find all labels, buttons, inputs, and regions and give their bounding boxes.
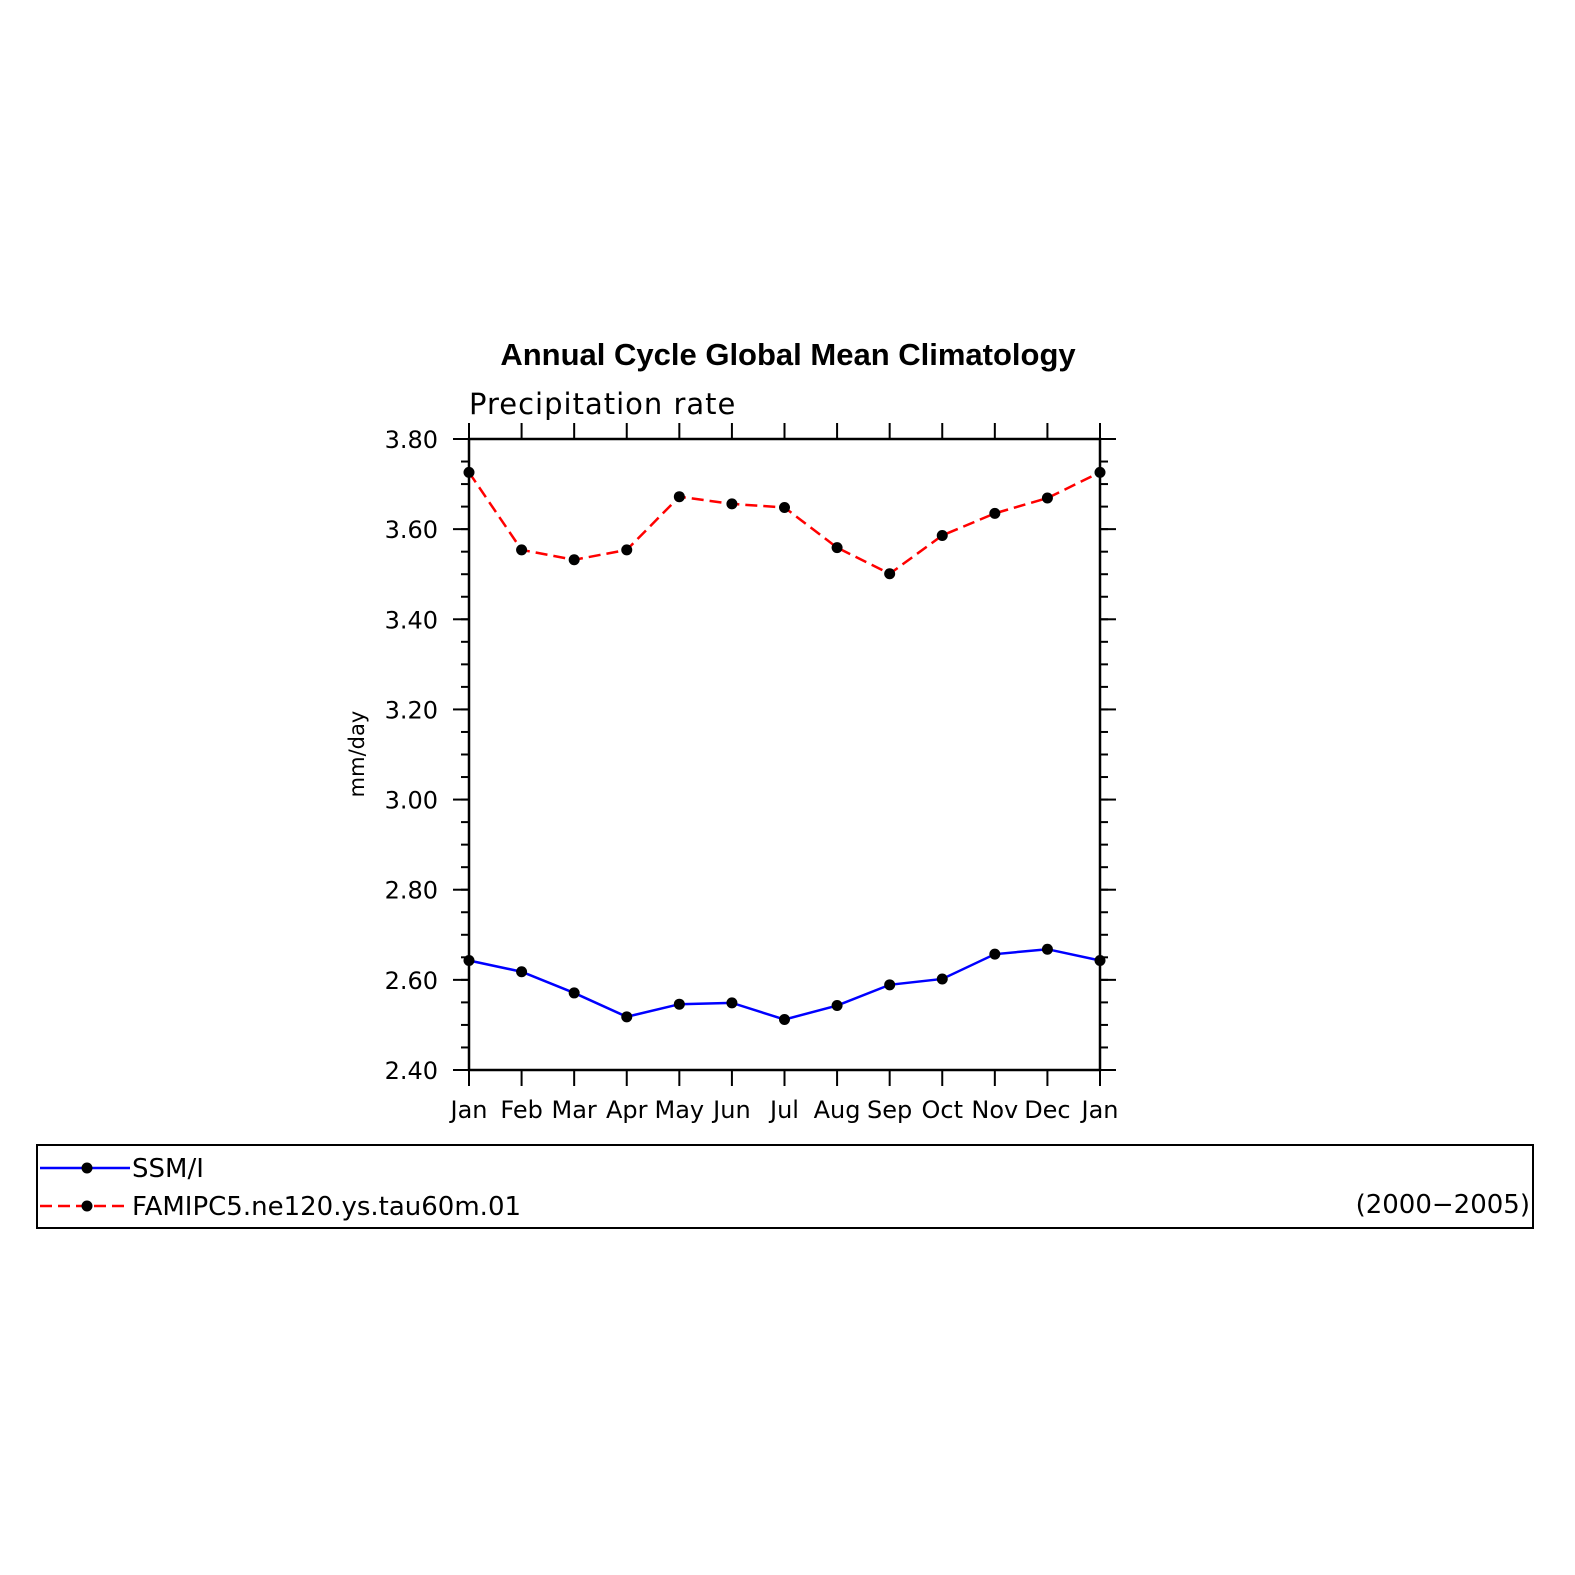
x-tick-label: Aug <box>814 1096 861 1124</box>
series-0-point <box>779 1014 790 1026</box>
y-tick-label: 3.40 <box>385 606 438 634</box>
series-1-point <box>1041 492 1053 504</box>
x-tick-label: Apr <box>606 1096 648 1124</box>
series-1-point <box>726 498 738 510</box>
series-1-point <box>516 544 528 556</box>
legend-marker-1 <box>81 1200 93 1212</box>
x-tick-label: Dec <box>1024 1096 1070 1124</box>
series-0-point <box>463 954 475 966</box>
x-tick-label: Feb <box>500 1096 543 1124</box>
x-tick-label: Nov <box>971 1096 1018 1124</box>
series-0-point <box>726 997 738 1009</box>
series-1-point <box>779 502 790 514</box>
series-1-point <box>936 529 948 541</box>
series-0-point <box>1094 954 1106 966</box>
legend-label-1: FAMIPC5.ne120.ys.tau60m.01 <box>132 1192 521 1222</box>
series-layer <box>463 466 1106 1026</box>
plot-frame <box>467 437 1102 1072</box>
series-1-point <box>1094 466 1106 478</box>
y-tick-label: 3.20 <box>385 696 438 724</box>
series-0-point <box>884 979 896 991</box>
chart-title: Annual Cycle Global Mean Climatology <box>500 337 1076 372</box>
series-1-point <box>463 466 475 478</box>
x-tick-label: Sep <box>867 1096 912 1124</box>
series-1-point <box>831 542 843 554</box>
series-1-point <box>989 507 1001 519</box>
series-0-point <box>936 973 948 985</box>
x-tick-label: May <box>655 1096 705 1124</box>
legend-marker-0 <box>81 1162 93 1174</box>
x-tick-label: Oct <box>922 1096 964 1124</box>
series-0-point <box>989 948 1001 960</box>
legend-box <box>36 1144 1534 1229</box>
x-tick-label: Jun <box>711 1096 751 1124</box>
y-axis-label: mm/day <box>345 711 369 798</box>
series-0-point <box>568 987 580 999</box>
series-0-point <box>621 1011 633 1023</box>
series-0-point <box>1041 943 1053 955</box>
x-tick-label: Jul <box>768 1096 799 1124</box>
y-tick-label: 2.60 <box>385 967 438 995</box>
series-0-point <box>673 998 685 1010</box>
y-tick-label: 2.40 <box>385 1057 438 1085</box>
x-tick-label: Jan <box>1080 1096 1119 1124</box>
y-tick-label: 2.80 <box>385 877 438 905</box>
series-1-point <box>884 568 896 580</box>
x-tick-label: Jan <box>449 1096 488 1124</box>
y-tick-label: 3.00 <box>385 787 438 815</box>
series-line-0 <box>468 947 1101 1021</box>
y-tick-label: 3.60 <box>385 516 438 544</box>
legend-period: (2000−2005) <box>1356 1190 1530 1220</box>
axis-ticks: 2.40 2.60 2.80 3.00 3.20 3.40 3.60 3.80 Jan Feb Ma… <box>385 423 1119 1124</box>
chart-subtitle: Precipitation rate <box>469 387 736 421</box>
series-line-1 <box>467 471 1101 576</box>
series-0-point <box>831 1000 843 1012</box>
legend-label-0: SSM/I <box>132 1154 204 1184</box>
y-tick-label: 3.80 <box>385 426 438 454</box>
x-tick-label: Mar <box>552 1096 597 1124</box>
series-1-point <box>673 491 685 503</box>
legend: SSM/I FAMIPC5.ne120.ys.tau60m.01 <box>40 1154 521 1222</box>
series-0-point <box>516 966 528 978</box>
series-1-point <box>621 544 633 556</box>
series-1-point <box>568 554 580 566</box>
